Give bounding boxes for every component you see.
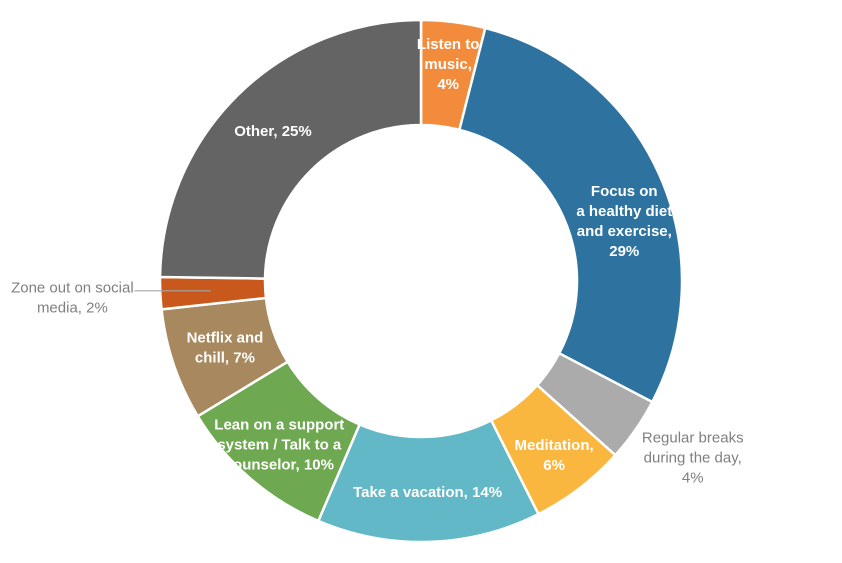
- donut-slice-focus-healthy-diet-exercise: [458, 26, 684, 404]
- donut-slice-other: [158, 18, 423, 280]
- slice-label-zone-out-social-media: Zone out on social media, 2%: [11, 280, 134, 317]
- slice-label-regular-breaks: Regular breaks during the day, 4%: [642, 430, 744, 487]
